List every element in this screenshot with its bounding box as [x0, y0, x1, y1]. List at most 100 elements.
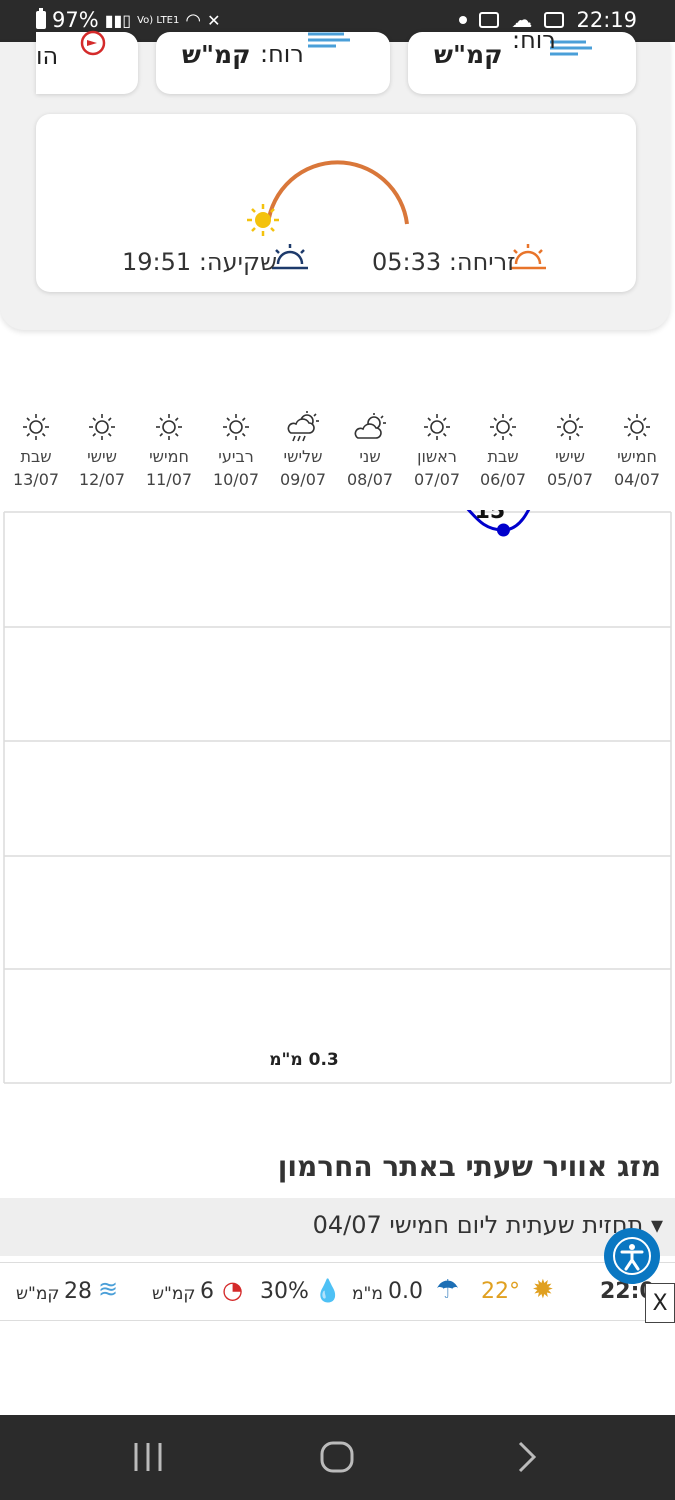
wind-card-right: רוח: קמ"ש [408, 26, 636, 94]
accessibility-icon [613, 1237, 651, 1275]
wind-icon [550, 40, 592, 56]
day-date: 08/07 [346, 470, 394, 489]
wind-value: קמ"ש [182, 40, 251, 69]
day-column[interactable]: שישי 05/07 [537, 408, 603, 492]
notification-dot-icon [459, 16, 468, 24]
accessibility-button[interactable] [604, 1228, 660, 1284]
sunrise-text: זריחה: 05:33 [372, 248, 515, 276]
gust-icon: ≋ [98, 1275, 119, 1303]
signal-icon: ▮▮▯ [104, 10, 132, 30]
day-name: שבת [20, 447, 52, 466]
wind-label: רוח: [512, 26, 556, 54]
wifi-icon: ◠ [185, 9, 202, 31]
day-column[interactable]: שבת 13/07 [3, 408, 69, 492]
temperature-line-min [466, 510, 531, 532]
day-column[interactable]: שישי 12/07 [69, 408, 135, 492]
day-name: ראשון [417, 447, 457, 466]
sun-path-graphic [247, 160, 409, 236]
day-date: 04/07 [613, 470, 661, 489]
day-name: שבת [487, 447, 519, 466]
sun-icon [557, 414, 583, 440]
day-date: 11/07 [145, 470, 193, 489]
day-column[interactable]: ראשון 07/07 [404, 408, 470, 492]
wind-speed: 6 [200, 1279, 214, 1304]
wind-label-partial: הו [36, 42, 59, 70]
sunset-label: שקיעה: [198, 248, 277, 276]
hourly-row: 22:0 ✹ 22° ☂ 0.0 מ"מ 💧 30% ◔ 6 קמ"ש ≋ 28… [0, 1262, 675, 1321]
day-name: חמישי [149, 447, 189, 466]
sun-position-icon [247, 204, 279, 236]
umbrella-icon: ☂ [436, 1275, 460, 1305]
gallery-icon [544, 12, 565, 28]
current-conditions-panel: רוח: קמ"ש רוח: קמ"ש הו [0, 26, 670, 330]
battery-level: 97% [52, 8, 99, 32]
sun-icon [156, 414, 182, 440]
humidity-icon: 💧 [314, 1279, 342, 1304]
hourly-forecast-label: ▾ תחזית שעתית ליום חמישי 04/07 [312, 1211, 663, 1239]
sun-icon [490, 414, 516, 440]
cloud-icon: ☁ [511, 8, 533, 32]
partly-cloudy-icon [354, 413, 386, 439]
day-name: שישי [555, 447, 585, 466]
network-label: Vo) LTE1 [137, 14, 180, 26]
day-name: שלישי [283, 447, 323, 466]
battery-icon [36, 8, 46, 29]
sunset-icon [272, 244, 308, 270]
rain-amount: 0.0 [388, 1279, 423, 1304]
day-column[interactable]: חמישי 11/07 [136, 408, 202, 492]
home-icon[interactable] [317, 1437, 357, 1477]
day-date: 10/07 [212, 470, 260, 489]
sun-icon [424, 414, 450, 440]
sunset-text: שקיעה: 19:51 [122, 248, 277, 276]
android-nav-bar [0, 1415, 675, 1500]
close-ad-button[interactable]: X [645, 1283, 675, 1323]
day-date: 12/07 [78, 470, 126, 489]
hourly-section-title: מזג אוויר שעתי באתר החרמון [277, 1150, 661, 1183]
gust-unit: קמ"ש [16, 1284, 60, 1304]
day-column[interactable]: חמישי 04/07 [604, 408, 670, 492]
humidity-value: 30% [260, 1279, 309, 1304]
wind-value: קמ"ש [434, 40, 503, 69]
rain-sun-icon [287, 411, 319, 442]
day-name: שישי [87, 447, 117, 466]
temperature-chart: 29°28°25°26°27°29°29°29°29°28°18°17°15°1… [3, 510, 672, 1084]
wind-label: רוח: [260, 40, 304, 68]
mute-icon: ✕ [207, 10, 221, 30]
wind-card-left: הו [36, 30, 138, 94]
recent-apps-icon[interactable] [128, 1437, 168, 1477]
sun-icon [223, 414, 249, 440]
wind-icon [308, 32, 350, 48]
day-column[interactable]: שלישי 09/07 [270, 408, 336, 492]
back-icon[interactable] [508, 1437, 548, 1477]
sunrise-label: זריחה: [448, 248, 516, 276]
data-label: 15° [475, 510, 517, 524]
day-column[interactable]: שני 08/07 [337, 408, 403, 492]
sunrise-time: 05:33 [372, 248, 442, 276]
sunrise-icon [510, 244, 546, 270]
day-name: חמישי [617, 447, 657, 466]
day-column[interactable]: שבת 06/07 [470, 408, 536, 492]
sun-times-card: זריחה: 05:33 שקיעה: 19:51 [36, 114, 636, 292]
hour-temp: 22° [481, 1279, 520, 1304]
wind-direction-icon [80, 30, 106, 56]
hourly-row-partial [0, 1320, 675, 1331]
day-date: 06/07 [479, 470, 527, 489]
sun-icon [23, 414, 49, 440]
sun-icon [624, 414, 650, 440]
wind-direction-icon: ◔ [222, 1276, 243, 1304]
wind-card-middle: רוח: קמ"ש [156, 32, 390, 94]
sun-icon [89, 414, 115, 440]
data-point [496, 523, 510, 537]
hourly-forecast-toggle[interactable]: ▾ תחזית שעתית ליום חמישי 04/07 [0, 1198, 675, 1256]
day-column[interactable]: רביעי 10/07 [203, 408, 269, 492]
day-date: 05/07 [546, 470, 594, 489]
calendar-icon [479, 12, 500, 28]
day-date: 07/07 [413, 470, 461, 489]
day-date: 09/07 [279, 470, 327, 489]
day-date: 13/07 [12, 470, 60, 489]
day-name: רביעי [218, 447, 254, 466]
wind-unit: קמ"ש [152, 1284, 196, 1304]
rain-annotation: 0.3 מ"מ [269, 1050, 339, 1070]
weather-sun-icon: ✹ [532, 1275, 554, 1305]
rain-unit: מ"מ [352, 1284, 383, 1304]
